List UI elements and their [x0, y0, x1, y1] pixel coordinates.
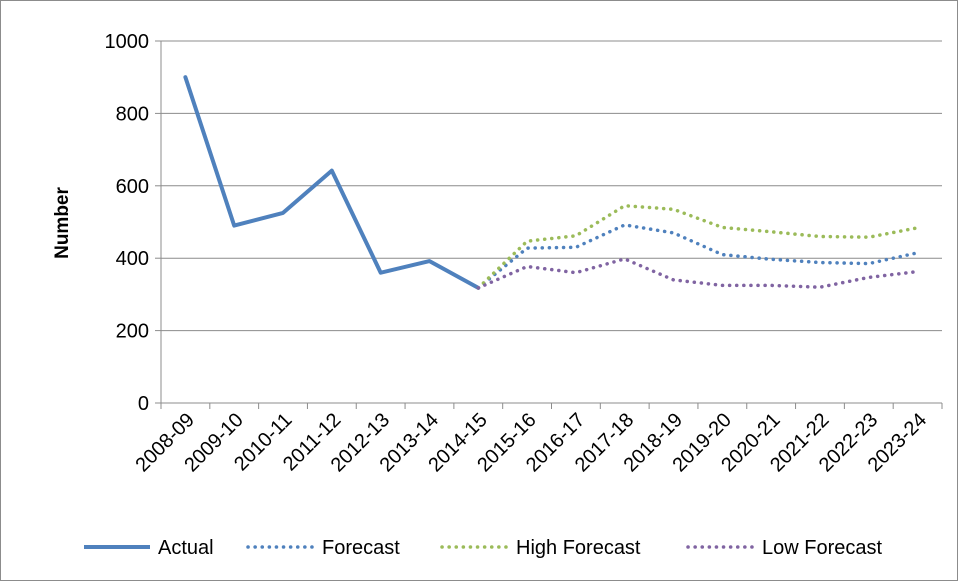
y-tick-label: 600: [116, 176, 149, 198]
legend: Actual Forecast High Forecast Low Forecast: [84, 537, 882, 559]
y-tick-label: 0: [138, 393, 149, 415]
y-axis-label: Number: [52, 187, 73, 259]
legend-label: Low Forecast: [762, 537, 882, 559]
gridlines: [161, 40, 942, 332]
y-tick-label: 1000: [105, 31, 150, 53]
legend-label: Actual: [158, 537, 214, 559]
series-line-low-forecast: [476, 257, 920, 290]
series-lines: [183, 75, 920, 290]
series-line-forecast: [476, 223, 920, 290]
series-line-actual: [183, 75, 481, 290]
y-tick-label: 200: [116, 321, 149, 343]
axes: 020040060080010002008-092009-102010-1120…: [105, 31, 943, 476]
legend-label: High Forecast: [516, 537, 641, 559]
legend-label: Forecast: [322, 537, 400, 559]
y-tick-label: 800: [116, 103, 149, 125]
y-tick-label: 400: [116, 248, 149, 270]
series-line-high-forecast: [476, 203, 920, 290]
